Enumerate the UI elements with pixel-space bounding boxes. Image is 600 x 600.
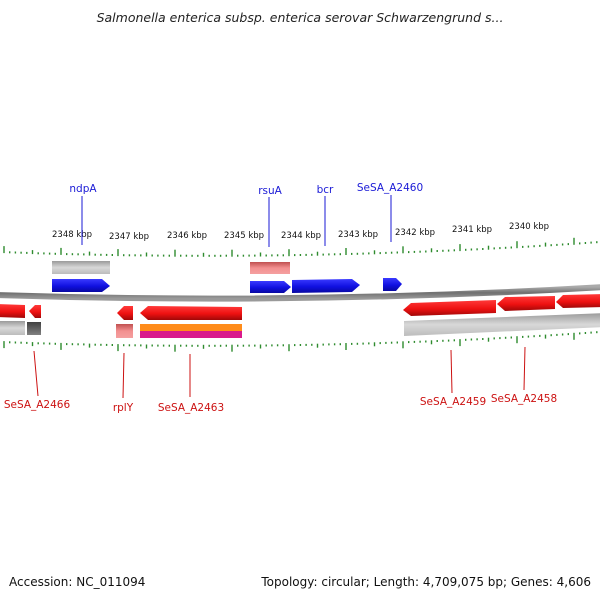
kbp-label: 2346 kbp: [167, 231, 207, 241]
genome-summary-text: Topology: circular; Length: 4,709,075 bp…: [260, 575, 591, 589]
gene-box[interactable]: [52, 261, 110, 274]
map-title: Salmonella enterica subsp. enterica sero…: [97, 10, 504, 25]
gene-label-ndpA[interactable]: ndpA: [69, 183, 97, 195]
kbp-label: 2340 kbp: [509, 222, 549, 232]
gene-label-rplY[interactable]: rplY: [113, 402, 134, 414]
gene-label-SeSA_A2463[interactable]: SeSA_A2463: [158, 402, 224, 414]
outer-tick-ruler: [3, 237, 598, 257]
cds-arrow-SeSA_A2459[interactable]: [403, 300, 496, 316]
leader-line: [122, 352, 125, 399]
cds-arrow-SeSA_A2466[interactable]: [29, 305, 41, 318]
kbp-scale-labels: 2348 kbp 2347 kbp 2346 kbp 2345 kbp 2344…: [52, 222, 549, 242]
reverse-gene-labels: SeSA_A2466 rplY SeSA_A2463 SeSA_A2459 Se…: [4, 346, 557, 414]
leader-line: [450, 349, 453, 394]
genome-backbone: [0, 284, 600, 302]
gene-box-right[interactable]: [404, 313, 600, 336]
gene-label-SeSA_A2460[interactable]: SeSA_A2460: [357, 182, 423, 194]
inner-tick-ruler: [3, 331, 598, 352]
gene-box[interactable]: [27, 322, 41, 335]
gene-label-rsuA[interactable]: rsuA: [258, 185, 282, 197]
gene-box[interactable]: [250, 262, 290, 274]
gene-label-bcr[interactable]: bcr: [317, 184, 334, 196]
cds-arrow-SeSA_A2458[interactable]: [497, 296, 555, 311]
gene-box-magenta[interactable]: [140, 331, 242, 338]
kbp-label: 2347 kbp: [109, 232, 149, 242]
kbp-label: 2344 kbp: [281, 231, 321, 241]
leader-line: [33, 350, 39, 397]
forward-feature-track: [52, 261, 402, 293]
kbp-label: 2342 kbp: [395, 228, 435, 238]
cds-arrow-bcr[interactable]: [292, 279, 360, 293]
gene-box[interactable]: [116, 324, 133, 338]
accession-text: Accession: NC_011094: [9, 575, 145, 589]
reverse-feature-track: [0, 294, 600, 338]
gene-box-orange[interactable]: [140, 324, 242, 331]
cds-arrow-partial[interactable]: [0, 304, 25, 318]
gene-label-SeSA_A2459[interactable]: SeSA_A2459: [420, 396, 486, 408]
leader-line: [523, 346, 526, 391]
cds-arrow-ndpA[interactable]: [52, 279, 110, 292]
forward-gene-labels: ndpA rsuA bcr SeSA_A2460: [69, 182, 423, 247]
cds-arrow-rplY[interactable]: [117, 306, 133, 320]
kbp-label: 2343 kbp: [338, 230, 378, 240]
kbp-label: 2348 kbp: [52, 230, 92, 240]
cds-arrow-SeSA_A2463[interactable]: [140, 306, 242, 320]
gene-label-SeSA_A2466[interactable]: SeSA_A2466: [4, 399, 71, 411]
cds-arrow-SeSA_A2460[interactable]: [383, 278, 402, 291]
kbp-label: 2341 kbp: [452, 225, 492, 235]
gene-box[interactable]: [0, 321, 25, 335]
cds-arrow-rsuA[interactable]: [250, 281, 291, 293]
gene-label-SeSA_A2458[interactable]: SeSA_A2458: [491, 393, 557, 405]
kbp-label: 2345 kbp: [224, 231, 264, 241]
cds-arrow-partial-right[interactable]: [556, 294, 600, 308]
